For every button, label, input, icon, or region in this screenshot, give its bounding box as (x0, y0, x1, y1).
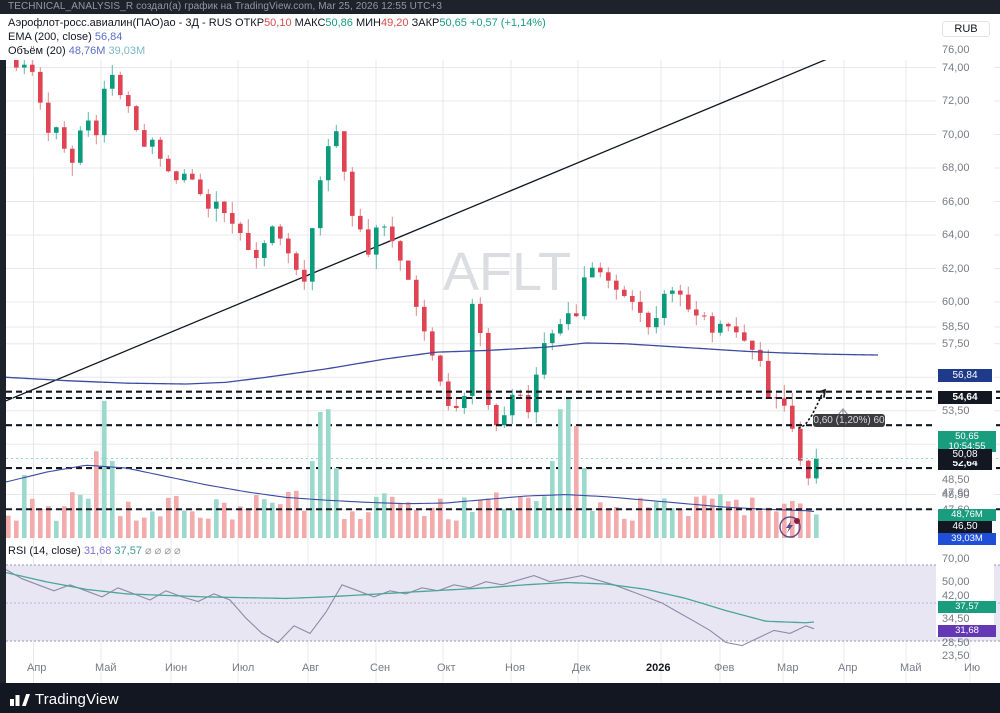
svg-text:AFLT: AFLT (443, 242, 571, 302)
